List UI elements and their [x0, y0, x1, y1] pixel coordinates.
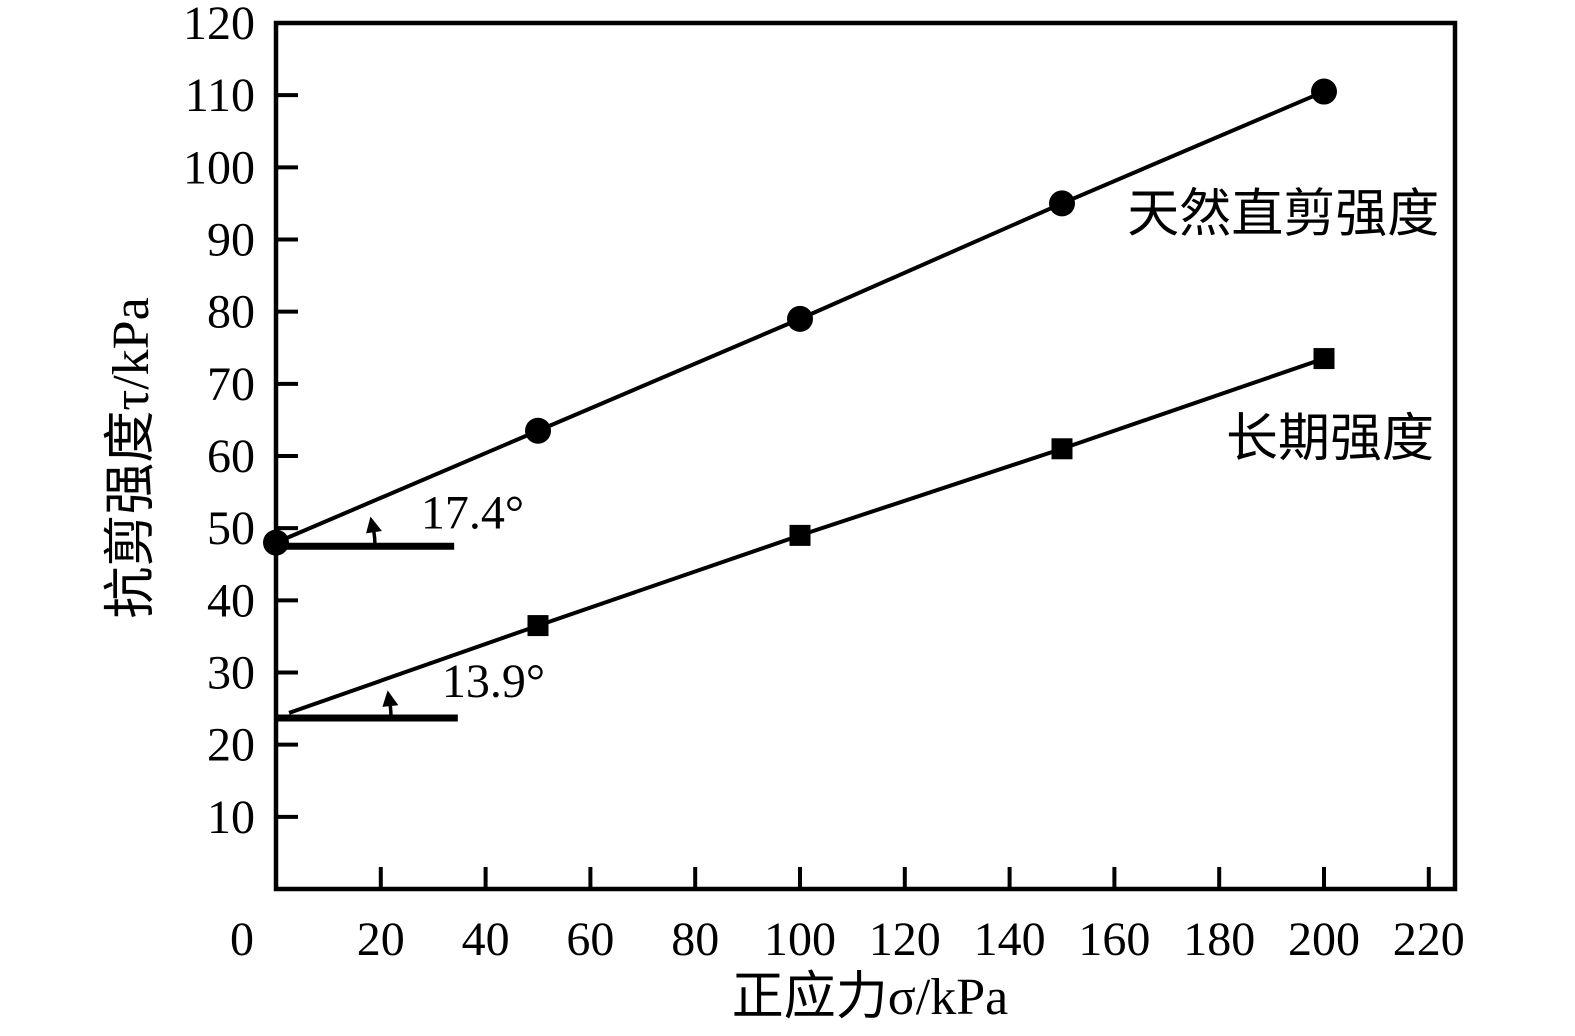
- y-tick-label: 50: [207, 502, 255, 555]
- y-tick-label: 60: [207, 430, 255, 483]
- y-tick-label: 40: [207, 574, 255, 627]
- angle-label: 13.9°: [442, 655, 545, 708]
- x-tick-label: 200: [1288, 913, 1360, 966]
- x-tick-label: 20: [357, 913, 405, 966]
- y-tick-label: 90: [207, 214, 255, 267]
- y-tick-label: 80: [207, 286, 255, 339]
- x-tick-label: 180: [1183, 913, 1255, 966]
- y-tick-label: 100: [183, 141, 255, 194]
- x-tick-label: 0: [230, 913, 254, 966]
- x-tick-label: 140: [974, 913, 1046, 966]
- x-tick-label: 100: [764, 913, 836, 966]
- x-tick-label: 220: [1393, 913, 1465, 966]
- y-tick-label: 20: [207, 719, 255, 772]
- data-point-circle: [525, 417, 551, 444]
- y-tick-label: 120: [183, 0, 255, 50]
- data-point-square: [1051, 438, 1073, 460]
- data-point-square: [527, 615, 549, 637]
- angle-arc: [372, 530, 377, 547]
- x-tick-label: 160: [1078, 913, 1150, 966]
- x-tick-label: 80: [671, 913, 719, 966]
- x-tick-label: 120: [869, 913, 941, 966]
- x-tick-label: 60: [566, 913, 614, 966]
- x-tick-label: 40: [462, 913, 510, 966]
- y-axis-title: 抗剪强度τ/kPa: [103, 297, 160, 618]
- y-tick-label: 70: [207, 358, 255, 411]
- data-point-circle: [1049, 190, 1075, 217]
- angle-arrowhead-icon: [366, 516, 382, 534]
- series-label-0: 天然直剪强度: [1127, 187, 1439, 244]
- data-point-square: [1313, 348, 1335, 370]
- data-point-circle: [263, 529, 289, 556]
- series-label-1: 长期强度: [1226, 411, 1434, 468]
- plot-area: 0 20 40 60 80 100 120 140 160 180 200 220 10 20 30 40 50…: [183, 0, 1465, 966]
- angle-label: 17.4°: [421, 486, 524, 539]
- y-tick-label: 30: [207, 647, 255, 700]
- angle-arc: [388, 703, 393, 718]
- data-point-circle: [787, 305, 813, 332]
- data-point-circle: [1311, 78, 1337, 105]
- y-tick-label: 10: [207, 791, 255, 844]
- angle-arrowhead-icon: [382, 690, 399, 707]
- x-axis-title: 正应力σ/kPa: [732, 969, 1008, 1026]
- y-tick-label: 110: [185, 69, 255, 122]
- data-point-square: [789, 524, 811, 546]
